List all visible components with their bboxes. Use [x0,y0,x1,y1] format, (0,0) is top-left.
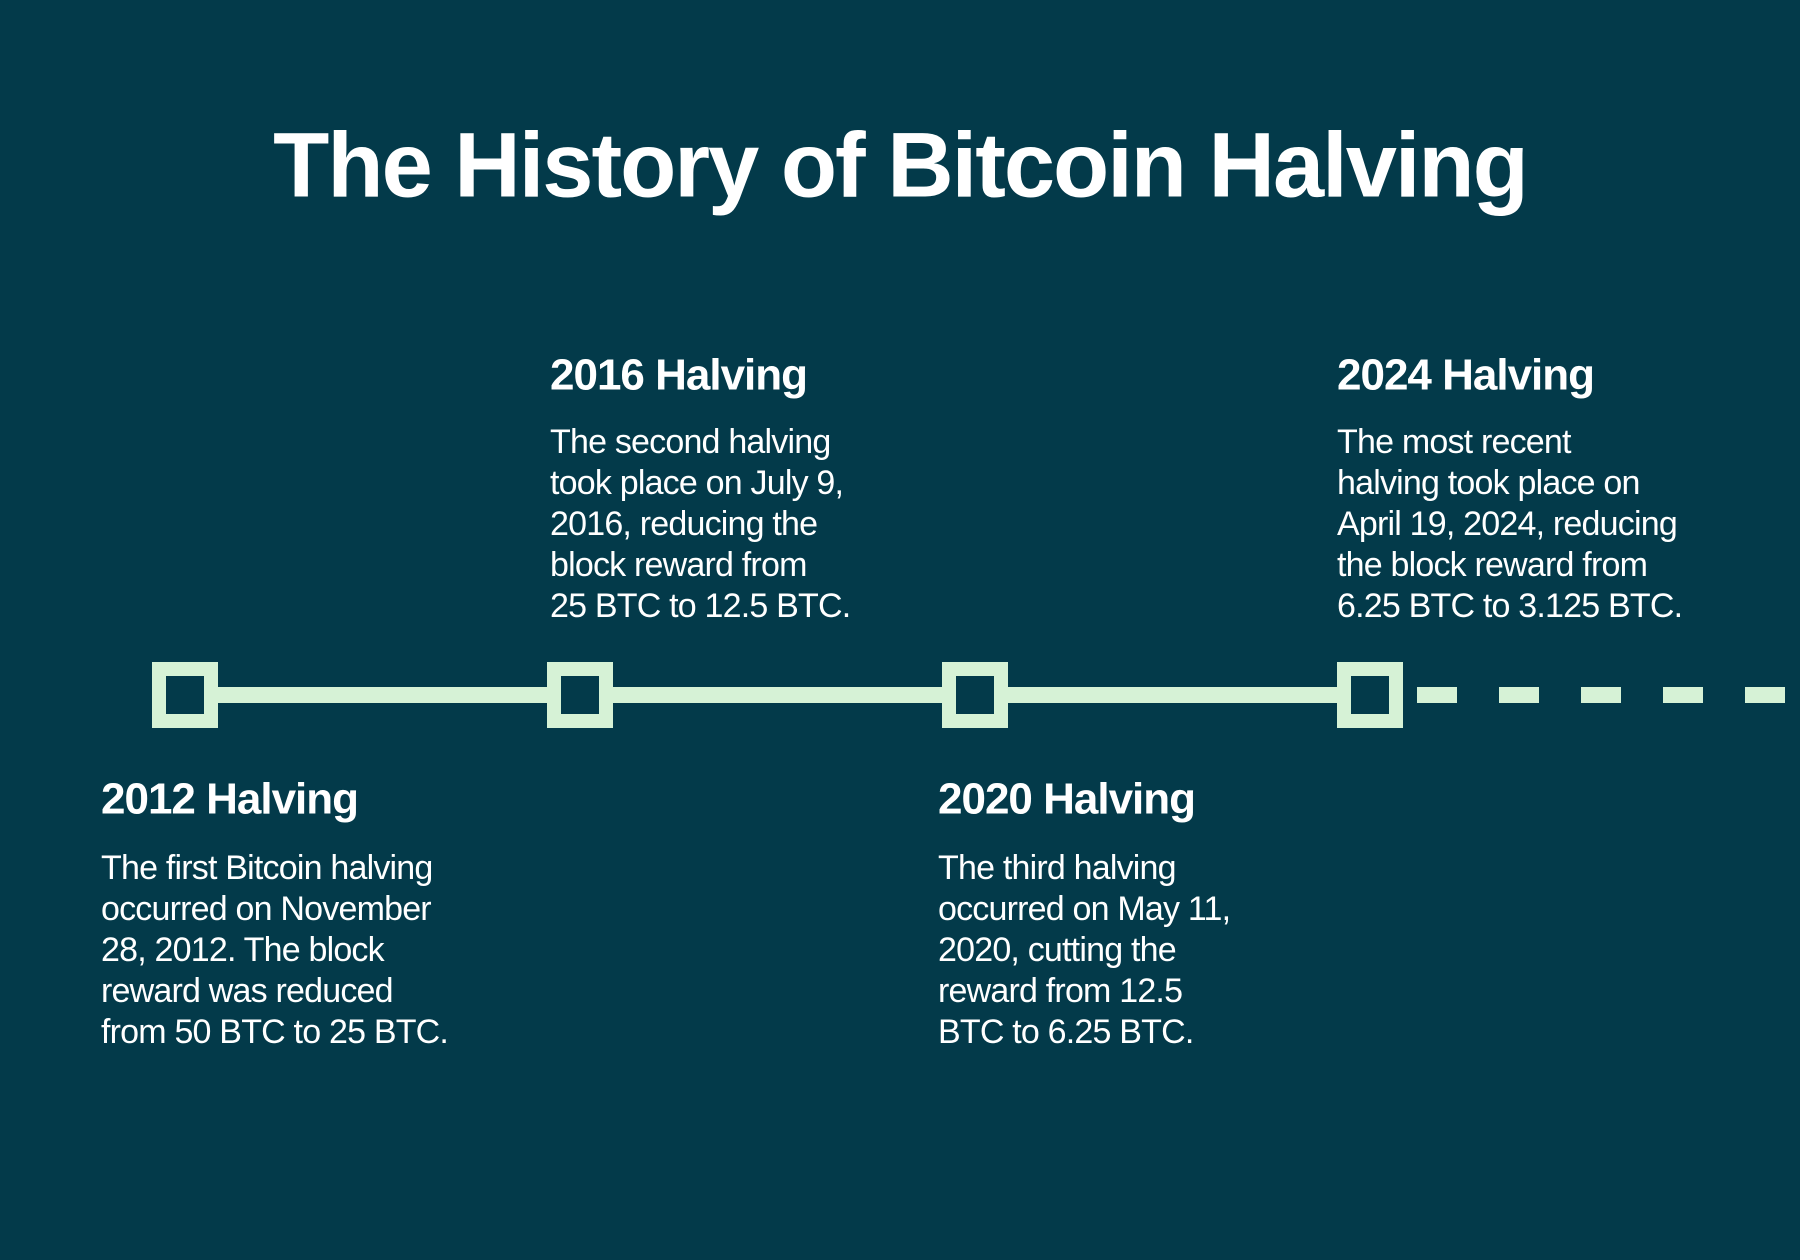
timeline-node [942,662,1008,728]
event-heading: 2020 Halving [938,775,1195,824]
event-description: The third halving [938,849,1176,887]
event-description: reward was reduced [101,972,393,1010]
event-heading: 2016 Halving [550,351,807,400]
title: The History of Bitcoin Halving [273,114,1527,216]
event-heading: 2024 Halving [1337,351,1594,400]
event-description: reward from 12.5 [938,972,1182,1010]
event-description: The second halving [550,423,830,461]
event-description: 25 BTC to 12.5 BTC. [550,587,850,625]
event-description: 6.25 BTC to 3.125 BTC. [1337,587,1682,625]
event-description: occurred on May 11, [938,890,1230,928]
event-description: 2020, cutting the [938,931,1176,969]
event-heading: 2012 Halving [101,775,358,824]
event-description: April 19, 2024, reducing [1337,505,1677,543]
event-description: The first Bitcoin halving [101,849,433,887]
event-description: 2016, reducing the [550,505,817,543]
event-description: the block reward from [1337,546,1647,584]
event-description: took place on July 9, [550,464,843,502]
event-description: block reward from [550,546,807,584]
event-description: 28, 2012. The block [101,931,386,969]
event-description: The most recent [1337,423,1572,461]
event-description: from 50 BTC to 25 BTC. [101,1013,448,1051]
event-description: halving took place on [1337,464,1640,502]
event-description: BTC to 6.25 BTC. [938,1013,1194,1051]
timeline-node [547,662,613,728]
timeline-node [152,662,218,728]
timeline-node [1337,662,1403,728]
event-description: occurred on November [101,890,431,928]
